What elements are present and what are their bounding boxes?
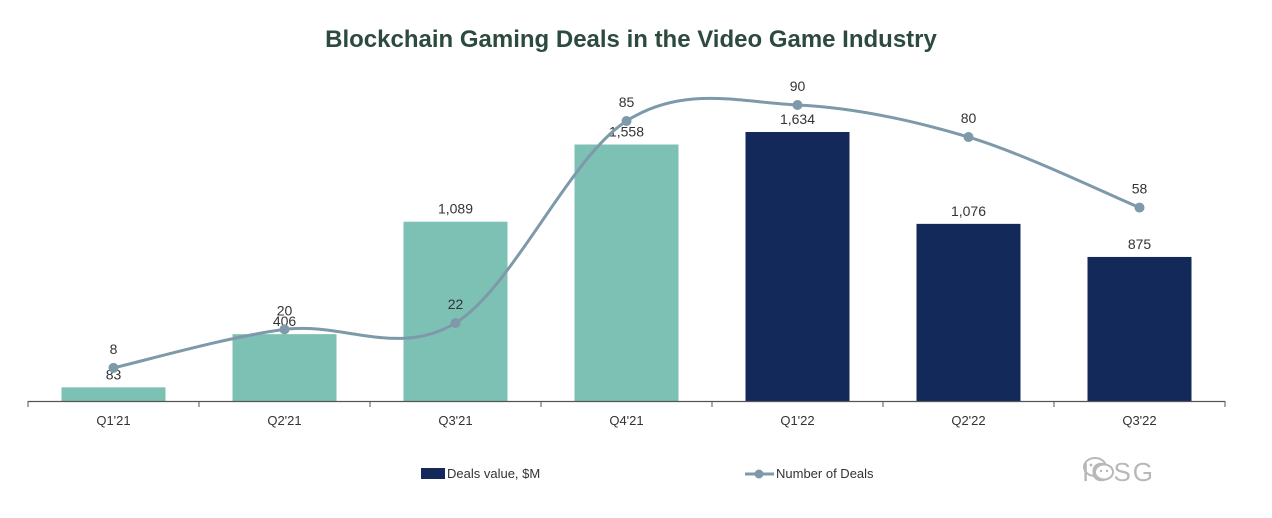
legend-label-deals-value: Deals value, $M [447,466,540,481]
deals-value-label-0: 8 [110,341,118,357]
legend-marker-number-of-deals [754,469,764,479]
watermark-text: IOSG [1082,456,1156,487]
bar-3 [574,144,679,401]
bar-5 [916,223,1021,401]
deals-point-5 [963,132,974,143]
deals-point-1 [279,324,290,335]
x-tick-label-1: Q2'21 [267,413,301,428]
bar-0 [61,387,166,401]
wechat-icon [1083,457,1114,481]
deals-point-6 [1134,202,1145,213]
deals-value-label-5: 80 [961,110,977,126]
deals-value-label-3: 85 [619,94,635,110]
bar-value-label-1: 406 [273,313,297,329]
deals-value-label-6: 58 [1132,181,1148,197]
deals-point-0 [108,362,119,373]
deals-value-label-4: 90 [790,78,806,94]
deals-point-2 [450,317,461,328]
bar-value-label-4: 1,634 [780,111,815,127]
x-tick-label-4: Q1'22 [780,413,814,428]
bar-value-label-2: 1,089 [438,201,473,217]
bar-2 [403,221,508,401]
bar-value-label-6: 875 [1128,236,1152,252]
legend-label-number-of-deals: Number of Deals [776,466,874,481]
x-tick-label-5: Q2'22 [951,413,985,428]
deals-point-4 [792,100,803,110]
x-tick-label-0: Q1'21 [96,413,130,428]
x-tick-label-6: Q3'22 [1122,413,1156,428]
bar-4 [745,132,850,401]
bar-value-label-5: 1,076 [951,203,986,219]
x-tick-label-3: Q4'21 [609,413,643,428]
deals-value-label-2: 22 [448,296,464,312]
deals-value-label-1: 20 [277,302,293,318]
bar-1 [232,334,337,401]
legend-swatch-deals-value [421,468,445,479]
x-tick-label-2: Q3'21 [438,413,472,428]
chart-title: Blockchain Gaming Deals in the Video Gam… [325,26,937,53]
deals-point-3 [621,116,632,127]
bar-6 [1087,256,1192,401]
iosg-watermark: IOSG [1082,456,1222,488]
